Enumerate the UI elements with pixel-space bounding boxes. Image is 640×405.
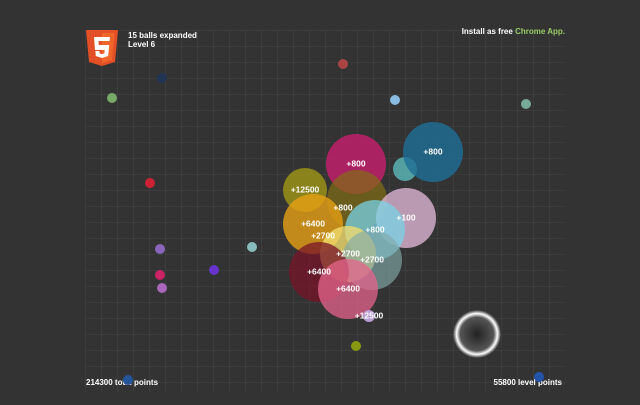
ball-score: +800 (333, 202, 352, 212)
ball-score: +800 (423, 146, 442, 156)
total-points: 214300 total points (86, 378, 159, 387)
ball-score: +2700 (311, 230, 335, 240)
small-ball (155, 270, 165, 280)
small-ball (107, 93, 117, 103)
install-note: Install as free Chrome App. (462, 27, 565, 36)
ball-score: +100 (396, 212, 415, 222)
small-ball (157, 283, 167, 293)
ball-score: +12500 (291, 184, 320, 194)
ball-score: +6400 (301, 218, 325, 228)
level-points: 55800 level points (494, 378, 563, 387)
expanded-ball (403, 122, 463, 182)
small-ball (123, 375, 133, 385)
player-ball[interactable] (453, 310, 501, 358)
small-ball (155, 244, 165, 254)
ball-score: +2700 (360, 254, 384, 264)
small-ball (247, 242, 257, 252)
balls: +800 +800 +12500 +800 +100 +6400 +2700 +800 +270… (107, 59, 544, 385)
small-ball (338, 59, 348, 69)
install-text: Install as free (462, 27, 514, 36)
small-ball (351, 341, 361, 351)
small-ball (157, 73, 167, 83)
ball-score: +6400 (336, 283, 360, 293)
small-ball (534, 372, 544, 382)
small-ball (209, 265, 219, 275)
small-ball (521, 99, 531, 109)
html5-logo (86, 30, 118, 66)
expanded-ball (318, 259, 378, 319)
ball-score: +12500 (355, 310, 384, 320)
balls-expanded: 15 balls expanded (128, 31, 197, 40)
expanded-ball (363, 310, 375, 322)
ball-score: +6400 (307, 266, 331, 276)
small-ball (145, 178, 155, 188)
ball-score: +2700 (336, 248, 360, 258)
small-ball (390, 95, 400, 105)
ball-score: +800 (365, 224, 384, 234)
ball-score: +800 (346, 158, 365, 168)
install-link[interactable]: Chrome App. (515, 27, 565, 36)
level: Level 6 (128, 40, 156, 49)
